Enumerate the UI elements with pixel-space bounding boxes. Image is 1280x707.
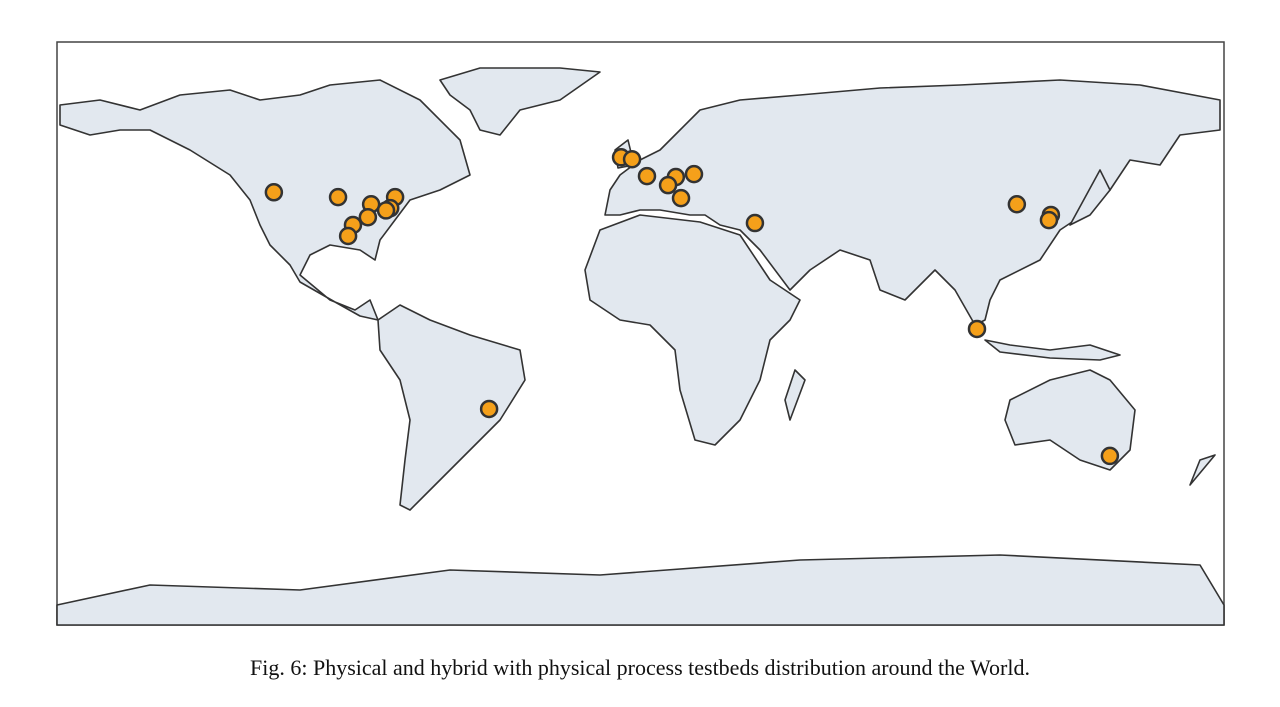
africa (584, 214, 801, 446)
japan (1069, 169, 1111, 226)
north-america (59, 79, 471, 321)
testbed-marker (479, 399, 499, 419)
australia (1004, 369, 1136, 471)
markers (264, 148, 1120, 466)
testbed-marker (684, 164, 704, 184)
caption: Fig. 6: Physical and hybrid with physica… (250, 655, 1030, 680)
testbed-marker (376, 201, 396, 220)
eurasia (604, 79, 1221, 326)
testbed-marker (622, 149, 642, 169)
testbed-marker (637, 166, 657, 186)
testbed-marker (358, 207, 378, 227)
greenland (439, 67, 601, 136)
indonesia (984, 339, 1121, 361)
land (56, 67, 1225, 626)
testbed-marker (264, 183, 284, 202)
testbed-marker (967, 319, 987, 339)
testbed-marker (671, 188, 691, 208)
testbed-marker (328, 187, 348, 207)
madagascar (784, 369, 806, 421)
south-america (377, 304, 526, 511)
new-zealand (1189, 454, 1216, 486)
testbed-marker (1100, 446, 1120, 466)
testbed-marker (658, 175, 678, 195)
antarctica (56, 554, 1225, 626)
testbed-marker (338, 226, 358, 246)
testbed-marker (745, 213, 765, 233)
testbed-marker (1039, 210, 1059, 230)
testbed-marker (1007, 195, 1027, 214)
